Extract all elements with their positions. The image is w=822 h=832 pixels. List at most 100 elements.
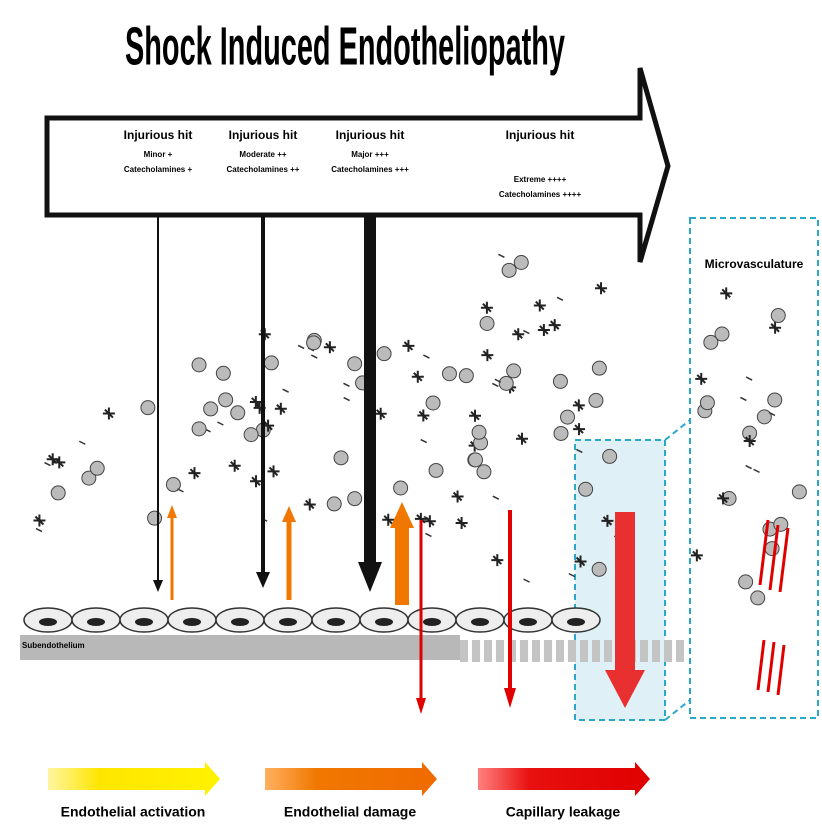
- stage-label: Endothelial activation: [61, 804, 206, 820]
- platelet: [573, 399, 585, 411]
- diagram: Shock Induced Endotheliopathy Injurious …: [0, 0, 822, 832]
- red-blood-cell: [327, 497, 341, 511]
- platelet: [469, 410, 481, 422]
- red-blood-cell: [219, 393, 233, 407]
- red-blood-cell: [442, 367, 456, 381]
- red-blood-cell: [192, 422, 206, 436]
- platelet: [375, 408, 387, 420]
- red-blood-cell: [394, 481, 408, 495]
- nucleus: [327, 618, 345, 626]
- platelet: [549, 319, 561, 331]
- hit-title: Injurious hit: [336, 128, 405, 142]
- subendothelium-fragment: [568, 640, 576, 662]
- nucleus: [231, 618, 249, 626]
- red-blood-cell: [603, 449, 617, 463]
- debris: [217, 422, 223, 425]
- red-blood-cell: [514, 256, 528, 270]
- platelet: [412, 371, 424, 383]
- red-blood-cell: [751, 591, 765, 605]
- red-blood-cell: [774, 517, 788, 531]
- subendothelium-fragment: [532, 640, 540, 662]
- hit-catecholamines: Catecholamines ++: [227, 165, 300, 174]
- subendothelium-fragment: [544, 640, 552, 662]
- platelet: [720, 287, 732, 299]
- stage-arrow: [265, 762, 437, 796]
- platelet: [324, 341, 336, 353]
- debris: [492, 383, 498, 386]
- red-blood-cell: [216, 366, 230, 380]
- platelet: [304, 498, 316, 510]
- debris: [421, 440, 427, 443]
- platelet: [229, 460, 241, 472]
- microvasculature-label: Microvasculature: [705, 257, 804, 271]
- red-blood-cell: [507, 364, 521, 378]
- arrowhead: [256, 572, 270, 588]
- body: Shock Induced Endotheliopathy Injurious …: [0, 0, 822, 832]
- platelet: [250, 475, 262, 487]
- subendothelium-fragment: [640, 640, 648, 662]
- platelet: [538, 324, 550, 336]
- red-blood-cell: [307, 336, 321, 350]
- debris: [498, 254, 504, 257]
- platelet: [268, 465, 280, 477]
- red-blood-cell: [334, 451, 348, 465]
- debris: [746, 466, 752, 469]
- nucleus: [471, 618, 489, 626]
- subendothelium-fragment: [676, 640, 684, 662]
- title: Shock Induced Endotheliopathy: [125, 16, 565, 76]
- red-blood-cell: [768, 393, 782, 407]
- hit-catecholamines: Catecholamines +: [124, 165, 193, 174]
- red-blood-cell: [792, 485, 806, 499]
- red-blood-cell: [499, 376, 513, 390]
- red-blood-cell: [148, 511, 162, 525]
- red-blood-cell: [700, 396, 714, 410]
- red-blood-cell: [480, 317, 494, 331]
- hit-catecholamines: Catecholamines +++: [331, 165, 409, 174]
- red-blood-cell: [377, 347, 391, 361]
- nucleus: [39, 618, 57, 626]
- red-blood-cell: [141, 401, 155, 415]
- platelet: [512, 328, 524, 340]
- debris: [298, 345, 304, 348]
- red-blood-cell: [477, 465, 491, 479]
- red-blood-cell: [704, 335, 718, 349]
- subendothelium-fragment: [556, 640, 564, 662]
- platelet: [516, 433, 528, 445]
- arrowhead: [390, 502, 414, 528]
- nucleus: [183, 618, 201, 626]
- subendothelium-fragment: [592, 640, 600, 662]
- red-blood-cell: [231, 406, 245, 420]
- red-blood-cell: [502, 263, 516, 277]
- platelet: [691, 549, 703, 561]
- platelet: [103, 408, 115, 420]
- microvasculature-box: [690, 218, 818, 718]
- debris: [44, 463, 50, 466]
- red-blood-cell: [589, 393, 603, 407]
- platelet: [402, 340, 414, 352]
- red-blood-cell: [579, 482, 593, 496]
- hit-severity: Major +++: [351, 150, 389, 159]
- red-blood-cell: [472, 425, 486, 439]
- red-blood-cell: [771, 309, 785, 323]
- arrowhead: [504, 688, 516, 708]
- subendothelium-fragment: [520, 640, 528, 662]
- red-blood-cell: [348, 357, 362, 371]
- subendothelium-layer: [20, 635, 460, 660]
- red-blood-cell: [554, 426, 568, 440]
- platelet: [188, 467, 200, 479]
- subendothelium-fragment: [580, 640, 588, 662]
- platelet: [573, 423, 585, 435]
- red-blood-cell: [429, 463, 443, 477]
- red-blood-cell: [51, 486, 65, 500]
- hit-severity: Minor +: [144, 150, 173, 159]
- debris: [79, 441, 85, 444]
- debris: [283, 389, 289, 392]
- debris: [569, 574, 575, 577]
- stage-label: Endothelial damage: [284, 804, 416, 820]
- arrowhead: [282, 506, 296, 522]
- stage-arrows: Endothelial activation Endothelial damag…: [48, 762, 650, 820]
- red-blood-cell: [192, 358, 206, 372]
- debris: [36, 529, 42, 532]
- debris: [177, 489, 183, 492]
- debris: [344, 398, 350, 401]
